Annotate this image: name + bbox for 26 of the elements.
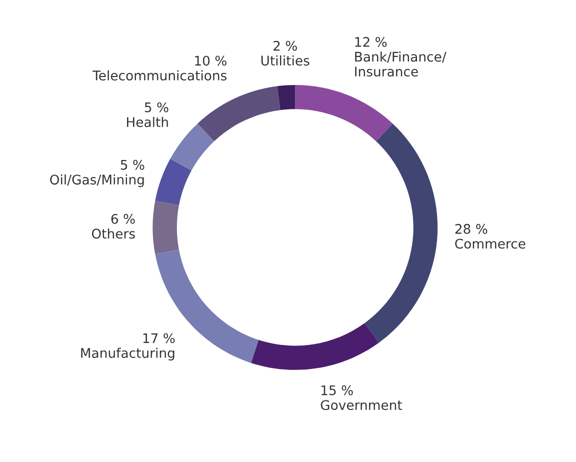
data-label: 5 % [120, 160, 144, 170]
data-label: 10 % [195, 56, 226, 66]
data-label: 5 % [144, 102, 168, 112]
slice-label: Telecommunications [92, 70, 227, 80]
donut-slice [364, 124, 438, 343]
data-label: 28 % [455, 224, 488, 234]
donut-slice [155, 158, 192, 206]
slice-label: Others [92, 228, 135, 239]
donut-slice [277, 84, 296, 110]
slice-label: Manufacturing [81, 348, 174, 361]
slice-label: Government [320, 400, 402, 410]
data-label: 6 % [111, 214, 135, 224]
donut-slice [152, 200, 179, 254]
slice-label: Oil/Gas/Mining [50, 174, 144, 188]
data-label: 17 % [143, 333, 175, 344]
donut-slice [251, 323, 379, 370]
data-label: 15 % [322, 385, 353, 396]
donut-slice [198, 86, 280, 142]
donut-slice [170, 124, 214, 170]
donut-slice [295, 84, 393, 142]
data-label: 2 % [274, 40, 297, 51]
data-label: 12 % [355, 36, 387, 47]
slice-label: Health [126, 116, 168, 128]
slice-label: Utilities [261, 55, 310, 66]
slice-label: Bank/Finance/ Insurance [355, 52, 446, 77]
slice-label: Commerce [455, 238, 526, 249]
